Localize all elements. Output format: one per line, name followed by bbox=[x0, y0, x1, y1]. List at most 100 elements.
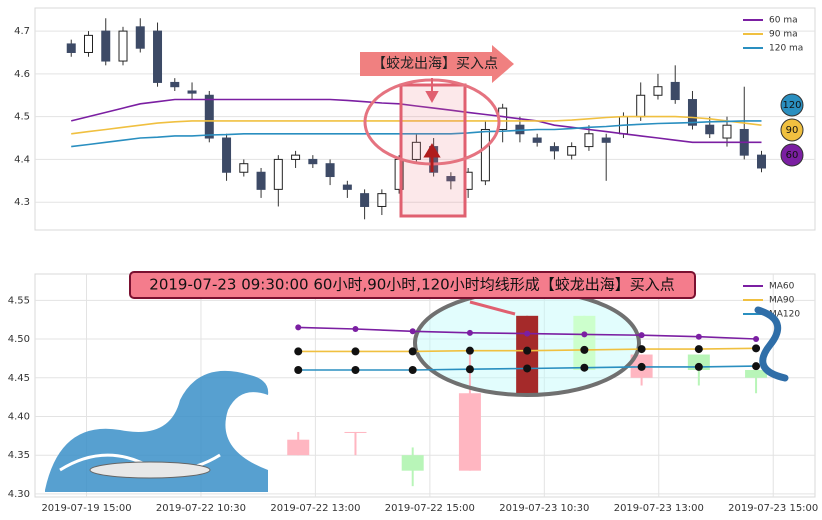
candle-body bbox=[584, 133, 594, 148]
ma-badge bbox=[780, 93, 804, 117]
ma-badge-label: 90 bbox=[786, 125, 799, 136]
y-tick-label: 4.55 bbox=[8, 295, 30, 306]
wave-decoration bbox=[45, 306, 789, 492]
candle-body bbox=[360, 193, 370, 207]
candle-body bbox=[256, 171, 266, 190]
ma-badge-label: 60 bbox=[786, 150, 799, 161]
candle-body bbox=[705, 124, 715, 135]
candle-body bbox=[83, 34, 93, 53]
legend-label: MA90 bbox=[769, 296, 795, 306]
down-arrow bbox=[425, 78, 439, 104]
ma-badge bbox=[780, 118, 804, 142]
ma-marker bbox=[465, 365, 474, 374]
candle-body bbox=[344, 431, 367, 433]
ma-marker bbox=[637, 345, 646, 354]
candle-body bbox=[187, 90, 197, 94]
legend-label: 60 ma bbox=[769, 16, 798, 26]
ma-marker bbox=[694, 345, 703, 354]
ma-marker bbox=[523, 364, 532, 373]
candle-body bbox=[239, 163, 249, 173]
candle-body bbox=[342, 184, 352, 190]
wave bbox=[45, 370, 269, 492]
ma-marker bbox=[580, 345, 589, 354]
ma-badge bbox=[780, 143, 804, 167]
surfboard bbox=[89, 461, 211, 479]
ma-marker bbox=[295, 324, 302, 331]
up-arrow bbox=[423, 143, 441, 172]
ma-marker bbox=[580, 363, 589, 372]
candle-body bbox=[636, 94, 646, 118]
candle-body bbox=[170, 81, 180, 88]
candle-body bbox=[287, 439, 310, 456]
candle-body bbox=[446, 176, 456, 182]
candle-body bbox=[653, 86, 663, 96]
candle-body bbox=[273, 158, 283, 190]
candle-body bbox=[532, 137, 542, 143]
candle-body bbox=[204, 94, 214, 139]
ma-marker bbox=[465, 346, 474, 355]
candle-body bbox=[567, 146, 577, 156]
pointer bbox=[469, 300, 516, 316]
ma-marker bbox=[352, 325, 359, 332]
ma-marker bbox=[752, 344, 761, 353]
candle-body bbox=[670, 81, 680, 101]
x-tick-label: 2019-07-22 15:00 bbox=[385, 503, 475, 514]
annotation-text: 【蛟龙出海】买入点 bbox=[372, 56, 498, 72]
y-tick-label: 4.35 bbox=[8, 450, 30, 461]
candle-body bbox=[153, 30, 163, 83]
candle-body bbox=[722, 124, 732, 139]
bottom-chart: 4.30 4.35 4.40 4.45 4.50 4.55 2019-07-19 15:00… bbox=[8, 274, 818, 514]
ma-marker bbox=[753, 336, 760, 343]
ma-marker bbox=[523, 346, 532, 355]
candle-body bbox=[325, 163, 335, 178]
x-tick-label: 2019-07-19 15:00 bbox=[41, 503, 131, 514]
x-tick-label: 2019-07-23 10:30 bbox=[499, 503, 589, 514]
candle-body bbox=[401, 455, 424, 471]
ma-marker bbox=[694, 362, 703, 371]
legend-label: 120 ma bbox=[769, 44, 803, 54]
y-tick-label: 4.40 bbox=[8, 411, 30, 422]
ma-marker bbox=[466, 329, 473, 336]
dragon bbox=[754, 306, 789, 382]
ma-marker bbox=[351, 366, 360, 375]
ma-marker bbox=[638, 332, 645, 339]
candle-body bbox=[573, 315, 596, 371]
y-tick-label: 4.5 bbox=[14, 112, 30, 123]
ma-marker bbox=[294, 347, 303, 356]
chart-title: 2019-07-23 09:30:00 60小时,90小时,120小时均线形成【… bbox=[149, 276, 674, 294]
legend-label: 90 ma bbox=[769, 30, 798, 40]
y-tick-label: 4.50 bbox=[8, 334, 30, 345]
x-tick-label: 2019-07-22 13:00 bbox=[270, 503, 360, 514]
ma-marker bbox=[695, 333, 702, 340]
candle-body bbox=[757, 154, 767, 169]
title-banner bbox=[129, 271, 696, 299]
x-tick-label: 2019-07-23 13:00 bbox=[614, 503, 704, 514]
candle-body bbox=[458, 393, 481, 471]
y-tick-label: 4.7 bbox=[14, 26, 30, 37]
y-tick-label: 4.6 bbox=[14, 69, 30, 80]
top-annotation: 【蛟龙出海】买入点 bbox=[360, 45, 514, 218]
ma-marker bbox=[524, 330, 531, 337]
candle-body bbox=[135, 26, 145, 49]
candle-body bbox=[480, 128, 490, 182]
candle-body bbox=[118, 30, 128, 62]
ma-marker bbox=[408, 347, 417, 356]
ma-marker bbox=[294, 366, 303, 375]
label-arrow bbox=[360, 45, 514, 83]
candle-body bbox=[308, 158, 318, 165]
candle-body bbox=[411, 141, 421, 160]
candle-body bbox=[549, 146, 559, 152]
ma-line bbox=[71, 115, 762, 135]
ma-marker bbox=[637, 362, 646, 371]
ma-marker bbox=[409, 328, 416, 335]
legend-label: MA120 bbox=[769, 310, 800, 320]
top-frame bbox=[34, 7, 816, 231]
candle-body bbox=[222, 137, 232, 173]
candle-body bbox=[377, 193, 387, 207]
x-tick-label: 2019-07-22 10:30 bbox=[156, 503, 246, 514]
top-chart: 4.3 4.4 4.5 4.6 4.7 60 60 ma 90 90 ma 120 120 ma bbox=[14, 16, 815, 220]
ma-marker bbox=[351, 347, 360, 356]
ma-marker bbox=[752, 362, 761, 371]
x-tick-label: 2019-07-23 15:00 bbox=[728, 503, 818, 514]
